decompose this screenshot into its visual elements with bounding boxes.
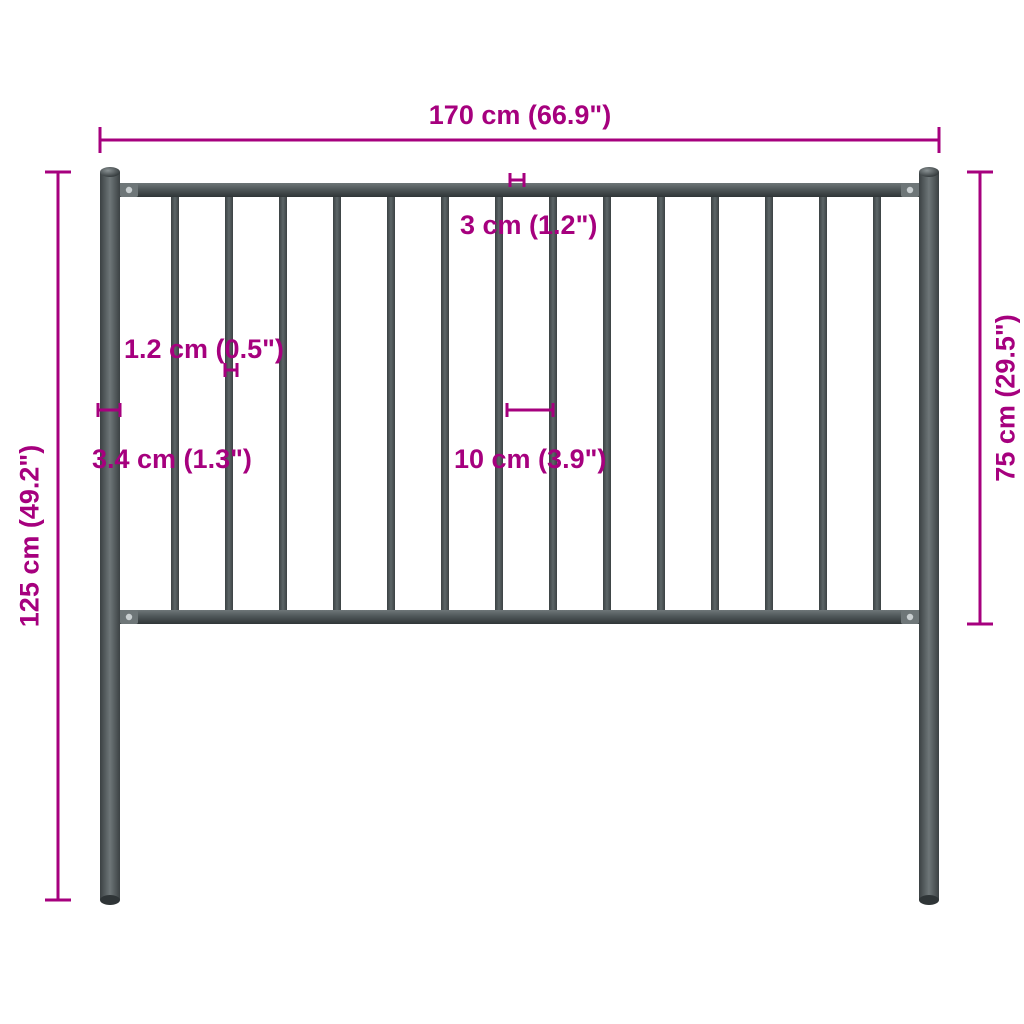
label-panel-height: 75 cm (29.5") (991, 314, 1022, 481)
label-post-width: 3.4 cm (1.3") (92, 444, 252, 475)
label-overall-height: 125 cm (49.2") (15, 445, 46, 627)
label-overall-width: 170 cm (66.9") (429, 100, 611, 131)
label-picket-gap: 10 cm (3.9") (454, 444, 606, 475)
label-picket-width: 1.2 cm (0.5") (124, 334, 284, 365)
fence-dimension-diagram (0, 0, 1024, 1024)
label-rail-width: 3 cm (1.2") (460, 210, 597, 241)
